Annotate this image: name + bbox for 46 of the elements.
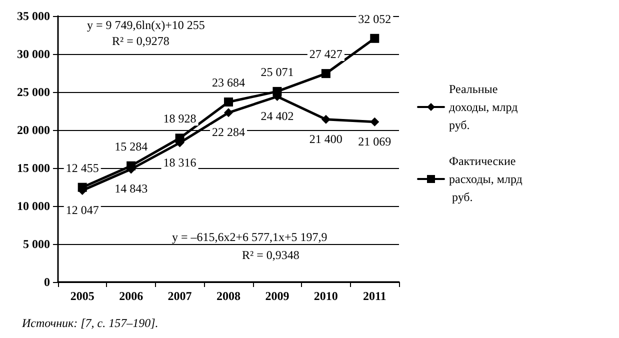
x-tick-label: 2008 (216, 289, 240, 303)
y-tick-label: 30 000 (17, 47, 50, 61)
text: Источник: [7, с. 157–190]. (21, 316, 158, 330)
legend-label: Реальные доходы, млрд руб. (449, 82, 521, 132)
data-label: 24 402 (260, 109, 294, 124)
data-label: 21 069 (358, 134, 392, 148)
y-tick-label: 10 000 (17, 199, 50, 213)
y-tick-label: 25 000 (17, 85, 50, 99)
x-tick-label: 2007 (168, 289, 192, 303)
data-label: 32 052 (358, 12, 392, 26)
x-tick-label: 2011 (362, 289, 386, 303)
point (126, 161, 136, 170)
y-tick-label: 15 000 (17, 161, 50, 175)
data-label: 12 455 (66, 160, 99, 175)
annotation: y = –615,6x2+6 577,1x+5 197,9 (172, 230, 328, 244)
point (321, 69, 330, 78)
point (370, 34, 380, 43)
y-tick-label: 20 000 (17, 123, 50, 137)
x-tick-label: 2005 (70, 289, 94, 303)
point (224, 98, 233, 106)
y-tick-label: 5 000 (23, 237, 50, 251)
data-label: 21 400 (309, 132, 342, 146)
x-tick-label: 2006 (119, 289, 144, 303)
y-tick-label: 0 (44, 275, 50, 289)
data-label: 12 047 (66, 202, 99, 217)
point (370, 117, 380, 126)
data-label: 23 684 (212, 76, 245, 90)
data-label: 22 284 (212, 125, 245, 140)
x-tick-label: 2010 (314, 289, 338, 303)
x-tick-label: 2009 (265, 289, 290, 303)
data-label: 18 316 (163, 155, 196, 170)
annotation: R² = 0,9278 (112, 34, 170, 48)
legend-label: Фактические расходы, млрд руб. (449, 154, 522, 204)
data-label: 27 427 (309, 47, 342, 62)
point (321, 114, 330, 124)
annotation: R² = 0,9348 (242, 248, 300, 262)
point (175, 134, 184, 143)
data-label: 14 843 (114, 182, 148, 196)
data-label: 15 284 (114, 139, 148, 154)
point (272, 86, 282, 96)
point (224, 108, 233, 118)
data-label: 25 071 (260, 64, 294, 79)
data-label: 18 928 (163, 112, 196, 126)
annotation: y = 9 749,6ln(x)+10 255 (87, 18, 205, 32)
y-tick-label: 35 000 (17, 9, 50, 23)
point (78, 182, 87, 192)
